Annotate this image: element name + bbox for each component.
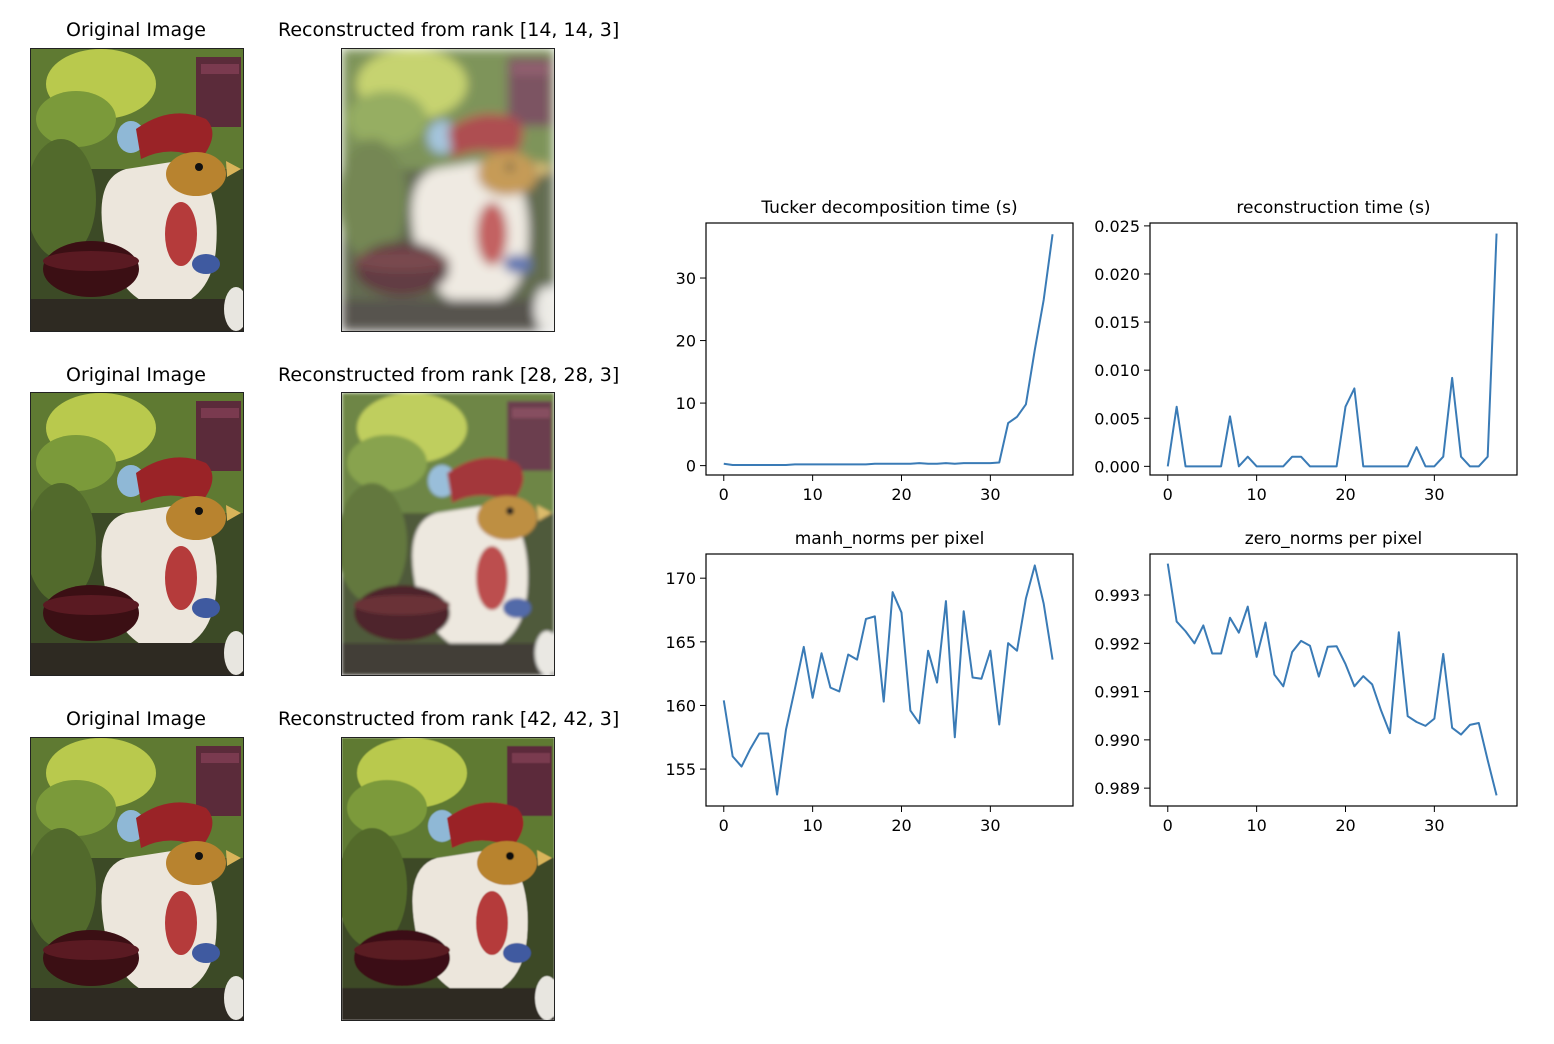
series-line [1166,563,1498,796]
y-tick-label: 0.989 [1094,779,1140,798]
x-tick-label: 0 [719,816,729,835]
reconstructed-image-title-3: Reconstructed from rank [42, 42, 3] [278,708,620,730]
plot-frame [1149,222,1518,476]
x-tick-label: 30 [980,485,1000,504]
x-tick-label: 30 [1424,485,1444,504]
y-tick-label: 0.990 [1094,731,1140,750]
y-tick-label: 0.020 [1094,265,1140,284]
y-tick-label: 0.025 [1094,217,1140,236]
x-tick-label: 10 [1246,485,1266,504]
chart-title: zero_norms per pixel [1245,529,1422,549]
y-tick-label: 165 [665,633,696,652]
x-tick-label: 0 [719,485,729,504]
y-tick-label: 0 [686,457,696,476]
x-tick-label: 20 [1335,816,1355,835]
x-tick-label: 10 [802,485,822,504]
x-tick-label: 10 [1246,816,1266,835]
series-line [723,234,1054,466]
x-tick-label: 0 [1163,485,1173,504]
y-tick-label: 0.015 [1094,313,1140,332]
original-image-title-2: Original Image [66,364,206,386]
y-tick-label: 0.993 [1094,586,1140,605]
y-tick-label: 0.992 [1094,634,1140,653]
reconstructed-image-2 [341,392,555,676]
x-tick-label: 30 [1424,816,1444,835]
original-image-title-3: Original Image [66,708,206,730]
chart-title: manh_norms per pixel [795,529,985,549]
y-tick-label: 0.005 [1094,409,1140,428]
reconstructed-image-title-2: Reconstructed from rank [28, 28, 3] [278,364,620,386]
x-tick-label: 10 [802,816,822,835]
y-tick-label: 0.010 [1094,361,1140,380]
x-tick-label: 0 [1163,816,1173,835]
x-tick-label: 20 [891,485,911,504]
original-image-2 [30,392,244,676]
y-tick-label: 170 [665,569,696,588]
reconstructed-image-title-1: Reconstructed from rank [14, 14, 3] [278,19,620,41]
plot-frame [1149,553,1518,807]
original-image-title-1: Original Image [66,19,206,41]
reconstructed-image-1 [341,48,555,332]
y-tick-label: 155 [665,760,696,779]
plot-frame [705,553,1074,807]
y-tick-label: 0.000 [1094,457,1140,476]
y-tick-label: 160 [665,696,696,715]
series-line [722,564,1054,796]
y-tick-label: 30 [676,269,696,288]
x-tick-label: 30 [980,816,1000,835]
original-image-3 [30,737,244,1021]
series-line [1166,233,1498,468]
x-tick-label: 20 [1335,485,1355,504]
y-tick-label: 0.991 [1094,683,1140,702]
y-tick-label: 10 [676,394,696,413]
x-tick-label: 20 [891,816,911,835]
chart-title: reconstruction time (s) [1236,198,1430,218]
y-tick-label: 20 [676,332,696,351]
chart-title: Tucker decomposition time (s) [760,198,1017,218]
reconstructed-image-3 [341,737,555,1021]
plot-frame [705,222,1074,476]
original-image-1 [30,48,244,332]
